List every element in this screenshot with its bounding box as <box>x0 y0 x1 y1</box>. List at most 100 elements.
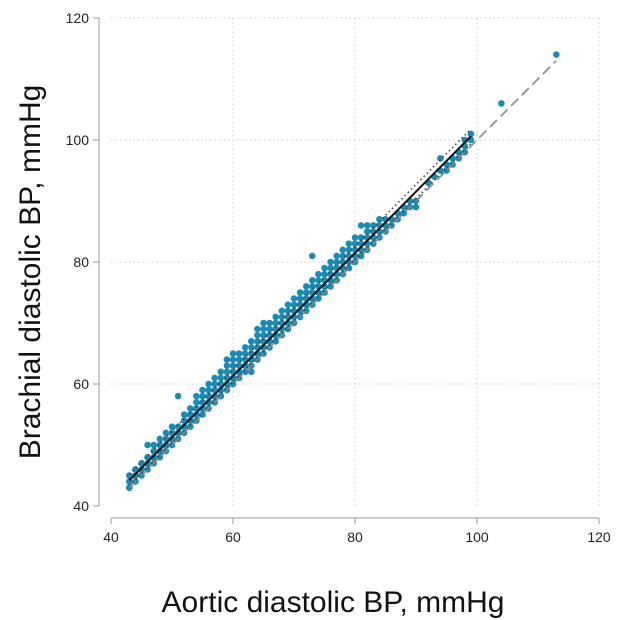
data-point <box>309 277 316 284</box>
data-point <box>321 264 328 272</box>
data-point <box>205 386 212 394</box>
data-point <box>278 307 286 315</box>
data-point <box>162 429 170 437</box>
x-tick-label: 120 <box>587 529 611 545</box>
data-point <box>248 338 255 345</box>
x-axis-title: Aortic diastolic BP, mmHg <box>162 586 505 619</box>
data-point <box>357 234 365 241</box>
data-point <box>138 460 145 467</box>
data-point <box>290 301 298 309</box>
data-point <box>327 264 334 272</box>
y-tick-label: 60 <box>73 376 89 392</box>
data-point <box>229 350 237 357</box>
data-point <box>345 240 353 247</box>
data-point <box>351 240 359 247</box>
data-point <box>278 313 286 321</box>
data-point <box>199 405 206 412</box>
data-point <box>437 155 444 162</box>
y-tick-label: 100 <box>66 132 90 148</box>
y-axis-ticks: 40 60 80 100 120 <box>66 10 99 514</box>
data-point <box>333 258 341 266</box>
data-point <box>351 234 359 241</box>
data-point <box>309 283 316 290</box>
fit-lines <box>128 60 557 489</box>
data-point <box>498 100 505 107</box>
data-point <box>193 411 200 418</box>
data-point <box>260 319 267 327</box>
data-point <box>266 325 273 333</box>
data-point <box>193 392 200 400</box>
data-point <box>321 270 328 278</box>
y-axis-title: Brachial diastolic BP, mmHg <box>14 85 47 460</box>
data-point <box>217 374 225 382</box>
data-point <box>223 356 231 363</box>
data-point <box>211 380 218 388</box>
y-tick-label: 120 <box>66 10 90 26</box>
data-point <box>205 380 212 388</box>
data-point <box>272 319 280 327</box>
data-point <box>217 368 225 376</box>
data-point <box>144 453 151 461</box>
data-point <box>296 295 304 302</box>
data-point <box>266 319 273 327</box>
x-tick-label: 100 <box>465 529 489 545</box>
data-point <box>254 331 261 339</box>
y-tick-label: 40 <box>73 498 89 514</box>
data-point <box>150 441 157 449</box>
data-point <box>553 51 560 58</box>
data-point <box>345 246 353 254</box>
data-point <box>260 325 267 333</box>
data-point <box>327 258 334 266</box>
data-point <box>211 392 218 400</box>
data-point <box>467 130 475 138</box>
x-tick-label: 60 <box>225 529 241 545</box>
data-point <box>315 295 322 302</box>
data-point <box>187 405 194 412</box>
data-point <box>229 362 237 370</box>
data-point <box>357 222 365 229</box>
data-point <box>126 472 133 479</box>
data-point <box>193 399 200 406</box>
x-tick-label: 80 <box>347 529 363 545</box>
data-point <box>248 368 255 376</box>
data-point <box>376 216 383 223</box>
data-point <box>211 374 218 382</box>
data-point <box>296 289 304 296</box>
data-point <box>370 222 377 229</box>
data-point <box>132 466 139 473</box>
data-point <box>290 295 298 302</box>
data-point <box>205 399 212 406</box>
data-point <box>156 435 164 443</box>
data-point <box>241 344 249 351</box>
data-point <box>229 356 237 363</box>
data-point <box>302 289 310 296</box>
data-point <box>223 368 231 376</box>
data-point <box>187 417 194 424</box>
data-point <box>412 203 420 211</box>
data-point <box>235 350 243 357</box>
data-point <box>315 277 322 284</box>
data-point <box>217 386 225 394</box>
data-point <box>302 283 310 290</box>
data-point <box>254 325 261 333</box>
data-point <box>260 331 267 339</box>
data-point <box>199 386 206 394</box>
identity-line <box>128 60 557 489</box>
data-point <box>315 270 322 278</box>
data-point <box>199 392 206 400</box>
x-axis-ticks: 40 60 80 100 120 <box>103 518 611 545</box>
data-point <box>174 392 182 400</box>
data-point <box>284 301 292 309</box>
data-point <box>363 222 371 229</box>
regression-line <box>128 135 472 482</box>
data-point <box>284 307 292 315</box>
data-point <box>309 252 316 260</box>
y-tick-label: 80 <box>73 254 89 270</box>
x-tick-label: 40 <box>103 529 119 545</box>
data-point <box>363 228 371 235</box>
data-point <box>272 313 280 321</box>
data-point <box>144 441 151 449</box>
data-point <box>339 246 347 254</box>
data-point <box>223 362 231 370</box>
